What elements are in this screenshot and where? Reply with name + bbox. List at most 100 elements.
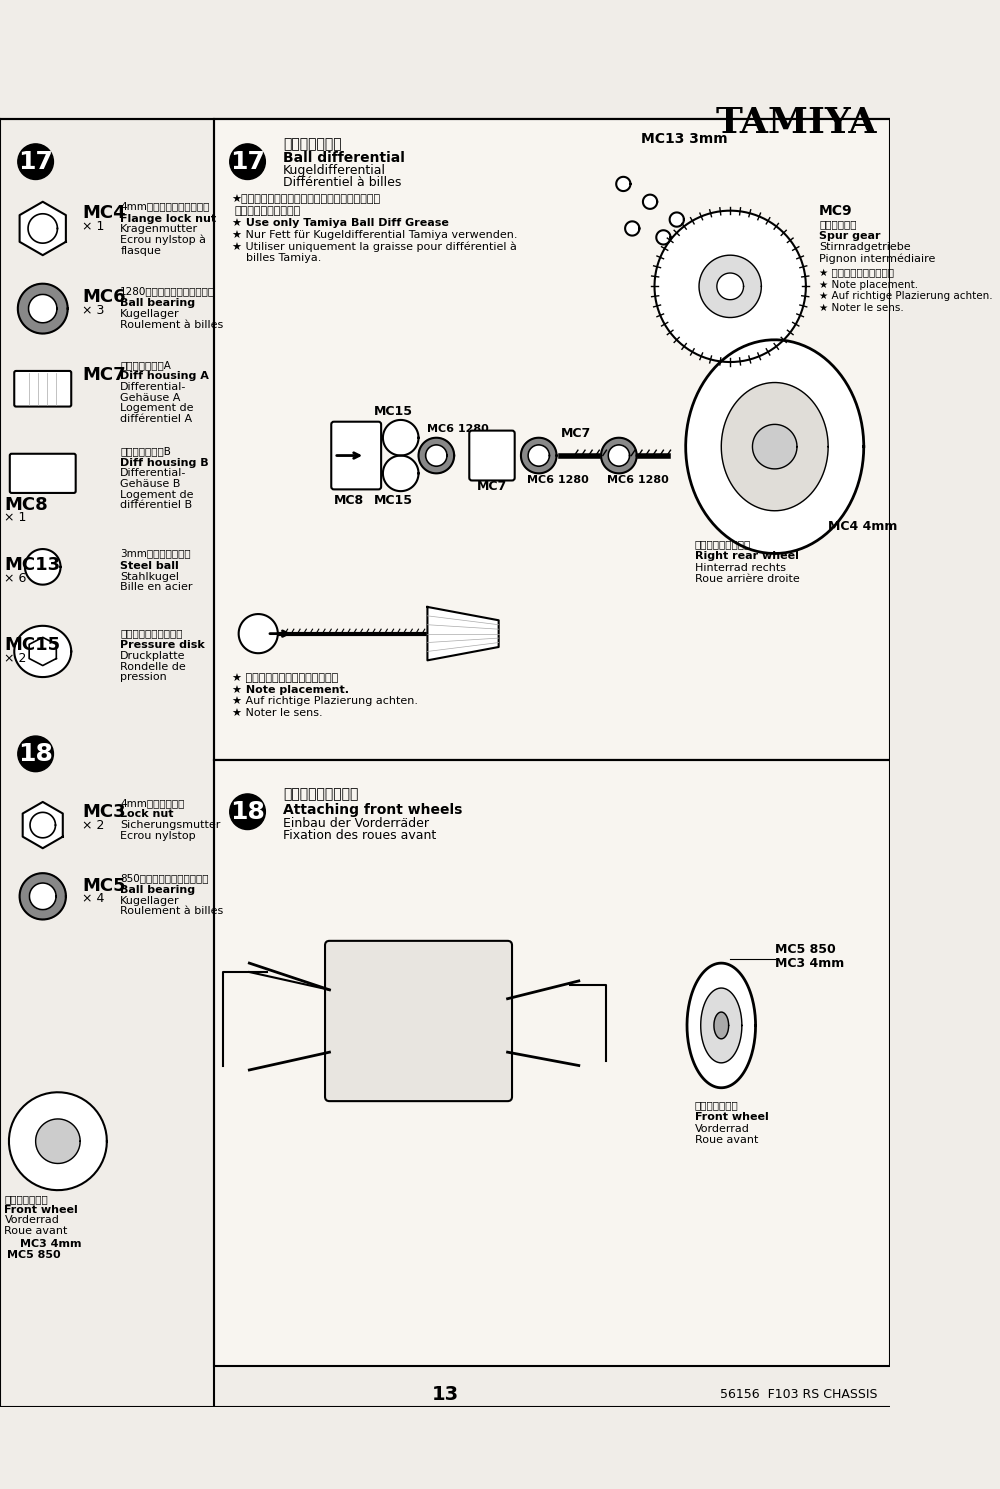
Text: × 4: × 4 bbox=[82, 892, 104, 905]
Text: Sicherungsmutter: Sicherungsmutter bbox=[120, 820, 221, 829]
Text: Roulement à billes: Roulement à billes bbox=[120, 907, 223, 916]
Circle shape bbox=[230, 144, 265, 180]
Text: Druckplatte: Druckplatte bbox=[120, 651, 186, 661]
Text: Ecrou nylstop: Ecrou nylstop bbox=[120, 831, 196, 841]
Text: MC15: MC15 bbox=[374, 493, 413, 506]
Polygon shape bbox=[655, 210, 806, 362]
Text: （フロントタイヤ）: （フロントタイヤ） bbox=[283, 786, 359, 801]
FancyBboxPatch shape bbox=[214, 759, 890, 1365]
Polygon shape bbox=[752, 424, 797, 469]
Text: Diff housing B: Diff housing B bbox=[120, 457, 209, 468]
Text: ★ボールデフにはボールデフグリス以外のものは: ★ボールデフにはボールデフグリス以外のものは bbox=[232, 194, 381, 204]
Text: Lock nut: Lock nut bbox=[120, 810, 174, 819]
Text: Flange lock nut: Flange lock nut bbox=[120, 214, 216, 223]
Text: MC6 1280: MC6 1280 bbox=[427, 424, 489, 433]
Text: MC5 850: MC5 850 bbox=[7, 1251, 61, 1260]
Polygon shape bbox=[23, 803, 63, 849]
Polygon shape bbox=[721, 383, 828, 511]
Text: MC8: MC8 bbox=[334, 493, 364, 506]
Polygon shape bbox=[714, 1013, 729, 1039]
Text: MC8: MC8 bbox=[4, 496, 48, 514]
Text: Fixation des roues avant: Fixation des roues avant bbox=[283, 829, 436, 843]
Text: Hinterrad rechts: Hinterrad rechts bbox=[695, 563, 786, 573]
Text: différentiel B: différentiel B bbox=[120, 500, 192, 511]
Text: ★ Utiliser uniquement la graisse pour différentiel à: ★ Utiliser uniquement la graisse pour di… bbox=[232, 241, 516, 252]
Text: 18: 18 bbox=[230, 800, 265, 823]
Polygon shape bbox=[9, 1093, 107, 1190]
Polygon shape bbox=[383, 456, 419, 491]
Text: MC15: MC15 bbox=[4, 636, 61, 654]
Text: MC5: MC5 bbox=[82, 877, 126, 895]
Text: MC7: MC7 bbox=[82, 366, 126, 384]
Text: Kugeldifferential: Kugeldifferential bbox=[283, 164, 386, 177]
Text: リヤホイール（右）: リヤホイール（右） bbox=[695, 539, 751, 549]
Text: Gehäuse B: Gehäuse B bbox=[120, 479, 181, 488]
Text: × 6: × 6 bbox=[4, 572, 27, 585]
Text: ★ Note placement.: ★ Note placement. bbox=[819, 280, 918, 289]
Text: pression: pression bbox=[120, 672, 167, 682]
FancyBboxPatch shape bbox=[331, 421, 381, 490]
Text: Pressure disk: Pressure disk bbox=[120, 640, 205, 651]
Text: Roulement à billes: Roulement à billes bbox=[120, 320, 223, 329]
Polygon shape bbox=[701, 989, 742, 1063]
Text: MC6 1280: MC6 1280 bbox=[607, 475, 669, 485]
Text: Gehäuse A: Gehäuse A bbox=[120, 393, 181, 402]
Polygon shape bbox=[426, 445, 447, 466]
Circle shape bbox=[230, 794, 265, 829]
Text: Spur gear: Spur gear bbox=[819, 231, 881, 241]
Polygon shape bbox=[528, 445, 549, 466]
Text: MC6: MC6 bbox=[82, 287, 126, 307]
Text: ★ ミゾに合わせてとりつけます。: ★ ミゾに合わせてとりつけます。 bbox=[232, 673, 338, 683]
Polygon shape bbox=[656, 231, 671, 244]
Polygon shape bbox=[51, 1135, 65, 1148]
Text: Ball differential: Ball differential bbox=[283, 150, 405, 165]
Polygon shape bbox=[670, 213, 684, 226]
FancyBboxPatch shape bbox=[214, 119, 890, 759]
Text: 使用しないで下さい。: 使用しないで下さい。 bbox=[234, 205, 300, 216]
Polygon shape bbox=[29, 295, 57, 323]
Text: ★ Nur Fett für Kugeldifferential Tamiya verwenden.: ★ Nur Fett für Kugeldifferential Tamiya … bbox=[232, 229, 517, 240]
Text: Rondelle de: Rondelle de bbox=[120, 661, 186, 672]
FancyBboxPatch shape bbox=[10, 454, 76, 493]
Text: Stahlkugel: Stahlkugel bbox=[120, 572, 179, 582]
Polygon shape bbox=[687, 963, 756, 1088]
Text: MC3 4mm: MC3 4mm bbox=[775, 956, 844, 969]
Text: ★ Note placement.: ★ Note placement. bbox=[232, 685, 349, 695]
FancyBboxPatch shape bbox=[14, 371, 71, 406]
Text: ★ Use only Tamiya Ball Diff Grease: ★ Use only Tamiya Ball Diff Grease bbox=[232, 217, 448, 228]
Text: ★ とりつける向きに注意: ★ とりつける向きに注意 bbox=[819, 268, 894, 278]
Polygon shape bbox=[699, 255, 761, 317]
Polygon shape bbox=[29, 883, 56, 910]
Text: Différentiel à billes: Différentiel à billes bbox=[283, 176, 402, 189]
Text: Einbau der Vorderräder: Einbau der Vorderräder bbox=[283, 817, 429, 829]
Circle shape bbox=[18, 144, 53, 180]
Text: Attaching front wheels: Attaching front wheels bbox=[283, 803, 463, 817]
Text: Stirnradgetriebe: Stirnradgetriebe bbox=[819, 243, 911, 252]
Text: différentiel A: différentiel A bbox=[120, 414, 192, 424]
Polygon shape bbox=[239, 613, 278, 654]
Text: MC6 1280: MC6 1280 bbox=[527, 475, 589, 485]
Text: MC15: MC15 bbox=[374, 405, 413, 417]
Polygon shape bbox=[643, 195, 657, 208]
Text: デフハウジングA: デフハウジングA bbox=[120, 360, 171, 369]
Polygon shape bbox=[14, 625, 71, 677]
Text: MC9: MC9 bbox=[819, 204, 853, 217]
Polygon shape bbox=[20, 873, 66, 920]
Text: Right rear wheel: Right rear wheel bbox=[695, 551, 798, 561]
Text: MC7: MC7 bbox=[476, 481, 507, 493]
Text: 850ラバーシールベアリング: 850ラバーシールベアリング bbox=[120, 874, 209, 883]
Text: Steel ball: Steel ball bbox=[120, 561, 179, 570]
Text: Roue avant: Roue avant bbox=[4, 1225, 68, 1236]
Text: 13: 13 bbox=[432, 1385, 459, 1404]
Text: × 2: × 2 bbox=[82, 819, 104, 831]
Text: Front wheel: Front wheel bbox=[695, 1112, 768, 1123]
Text: flasque: flasque bbox=[120, 246, 161, 256]
Text: ★ Noter le sens.: ★ Noter le sens. bbox=[232, 707, 322, 718]
Text: Kugellager: Kugellager bbox=[120, 308, 180, 319]
Polygon shape bbox=[686, 339, 864, 554]
FancyBboxPatch shape bbox=[325, 941, 512, 1102]
Text: 4mmフランジロックナット: 4mmフランジロックナット bbox=[120, 201, 210, 211]
Text: プレッシャーディスク: プレッシャーディスク bbox=[120, 628, 183, 639]
Text: × 3: × 3 bbox=[82, 304, 104, 317]
Text: Ecrou nylstop à: Ecrou nylstop à bbox=[120, 235, 206, 246]
